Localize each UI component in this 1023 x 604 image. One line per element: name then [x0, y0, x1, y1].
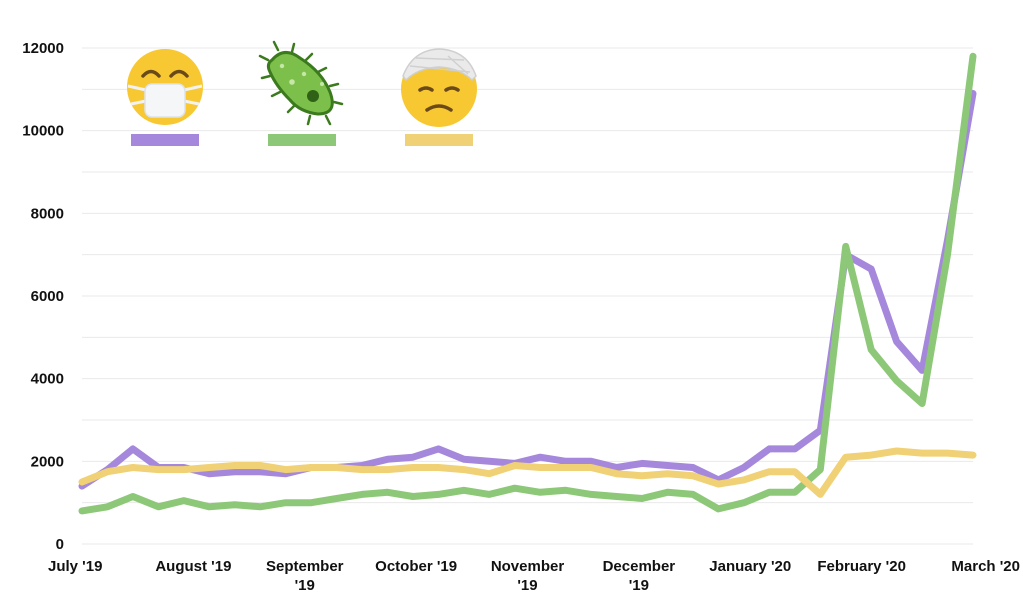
- x-tick-label: August '19: [155, 558, 231, 575]
- y-tick-label: 8000: [31, 205, 64, 222]
- grid-lines: [82, 47, 973, 545]
- x-tick-label: February '20: [817, 558, 906, 575]
- face-with-head-bandage-icon: [401, 48, 477, 127]
- series-line-2: [78, 52, 977, 515]
- y-axis-tick-labels: 0 2000 4000 6000 8000 10000 12000: [22, 40, 64, 553]
- x-tick-label: July '19: [48, 558, 102, 575]
- legend-swatch-1: [131, 134, 199, 146]
- y-tick-label: 12000: [22, 40, 64, 57]
- series-lines: [78, 52, 977, 515]
- x-tick-label: March '20: [951, 558, 1020, 575]
- x-axis-tick-labels: July '19 August '19 September '19 October '1…: [48, 558, 1020, 594]
- legend-swatch-2: [268, 134, 336, 146]
- y-tick-label: 0: [56, 536, 64, 553]
- x-tick-label: November '19: [491, 558, 565, 594]
- x-tick-label: October '19: [375, 558, 457, 575]
- y-tick-label: 2000: [31, 453, 64, 470]
- y-tick-label: 6000: [31, 288, 64, 305]
- x-tick-label: December '19: [603, 558, 676, 594]
- legend: [127, 40, 477, 146]
- series-line-1: [78, 90, 977, 490]
- x-tick-label: January '20: [709, 558, 791, 575]
- series-line-3: [78, 447, 977, 498]
- y-tick-label: 4000: [31, 371, 64, 388]
- microbe-icon: [258, 40, 344, 126]
- y-tick-label: 10000: [22, 123, 64, 140]
- face-with-medical-mask-icon: [127, 49, 203, 125]
- legend-swatch-3: [405, 134, 473, 146]
- x-tick-label: September '19: [266, 558, 344, 594]
